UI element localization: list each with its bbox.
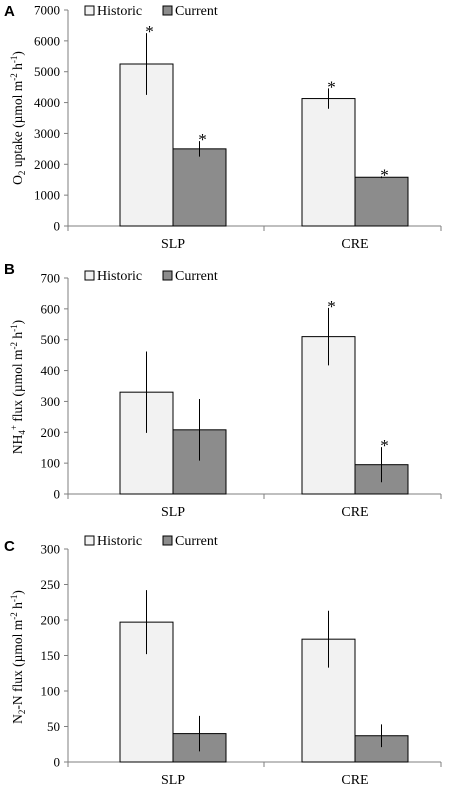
y-tick-label: 0 — [54, 755, 61, 770]
legend-swatch-current — [162, 5, 173, 16]
legend-swatch-current — [162, 270, 173, 281]
panel-c-letter: C — [4, 538, 15, 555]
legend-label-current: Current — [175, 4, 218, 19]
y-tick-label: 400 — [41, 363, 61, 378]
panel-b-plot: 0 100 200 300 400 500 600 700 SLP CRE * * Historic Cu… — [41, 269, 442, 520]
y-tick-label: 7000 — [34, 3, 60, 18]
x-category-label: SLP — [161, 773, 185, 788]
y-tick-label: 6000 — [34, 33, 60, 48]
y-tick-label: 5000 — [34, 64, 60, 79]
historic-bar — [301, 98, 356, 227]
panel-b-letter: B — [4, 261, 15, 278]
y-tick-label: 0 — [54, 219, 61, 234]
y-tick-label: 200 — [41, 613, 61, 628]
x-category-label: CRE — [341, 773, 368, 788]
y-tick-label: 100 — [41, 456, 61, 471]
significance-star: * — [145, 22, 154, 41]
y-tick-label: 1000 — [34, 188, 60, 203]
x-category-label: CRE — [341, 505, 368, 520]
legend-swatch-historic — [84, 5, 95, 16]
panel-c-ylabel: N2-N flux (µmol m-2 h-1) — [9, 590, 27, 724]
significance-star: * — [380, 165, 389, 184]
panel-a: A O2 uptake (µmol m-2 h-1) 0 1000 2000 3000… — [4, 3, 442, 252]
y-tick-label: 0 — [54, 487, 61, 502]
y-tick-label: 100 — [41, 684, 61, 699]
panel-c-plot: 0 50 100 150 200 250 300 SLP CRE Historic Current — [41, 534, 442, 788]
panel-b: B NH4+ flux (µmol m-2 h-1) 0 100 200 300 400… — [4, 261, 442, 520]
panel-b-ylabel: NH4+ flux (µmol m-2 h-1) — [9, 320, 27, 454]
significance-star: * — [380, 436, 389, 455]
y-tick-label: 200 — [41, 425, 61, 440]
y-tick-label: 300 — [41, 394, 61, 409]
y-tick-label: 3000 — [34, 126, 60, 141]
legend-swatch-current — [162, 535, 173, 546]
current-bar — [172, 148, 227, 227]
panel-a-letter: A — [4, 3, 15, 20]
y-tick-label: 600 — [41, 301, 61, 316]
significance-star: * — [327, 77, 336, 96]
legend-label-historic: Historic — [97, 269, 142, 284]
x-category-label: SLP — [161, 505, 185, 520]
legend-label-current: Current — [175, 269, 218, 284]
panel-a-ylabel: O2 uptake (µmol m-2 h-1) — [9, 51, 27, 185]
legend-swatch-historic — [84, 535, 95, 546]
significance-star: * — [327, 297, 336, 316]
x-category-label: CRE — [341, 237, 368, 252]
legend-swatch-historic — [84, 270, 95, 281]
y-tick-label: 500 — [41, 332, 61, 347]
legend-label-historic: Historic — [97, 534, 142, 549]
legend-label-historic: Historic — [97, 4, 142, 19]
significance-star: * — [198, 130, 207, 149]
y-tick-label: 250 — [41, 577, 61, 592]
y-tick-label: 700 — [41, 271, 61, 286]
y-tick-label: 2000 — [34, 157, 60, 172]
x-category-label: SLP — [161, 237, 185, 252]
y-tick-label: 50 — [47, 719, 60, 734]
y-tick-label: 4000 — [34, 95, 60, 110]
y-tick-label: 300 — [41, 542, 61, 557]
y-tick-label: 150 — [41, 648, 61, 663]
current-bar — [354, 176, 409, 227]
legend-label-current: Current — [175, 534, 218, 549]
panel-c: C N2-N flux (µmol m-2 h-1) 0 50 100 150 200 2… — [4, 534, 442, 788]
